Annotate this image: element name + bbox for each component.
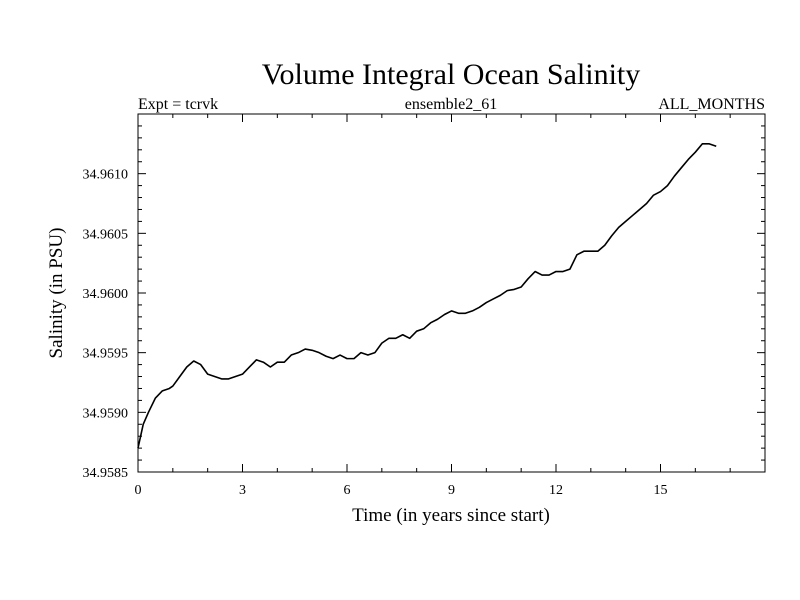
- y-tick-label: 34.9590: [83, 406, 129, 421]
- x-tick-label: 12: [549, 483, 563, 498]
- y-tick-label: 34.9600: [83, 287, 129, 302]
- subtitle-ensemble: ensemble2_61: [405, 96, 497, 113]
- x-tick-label: 9: [448, 483, 455, 498]
- axis-ticks: [137, 113, 766, 473]
- y-tick-label: 34.9605: [83, 227, 129, 242]
- y-tick-labels: 34.9585 34.9590 34.9595 34.9600 34.9605 34.96…: [83, 168, 129, 481]
- y-tick-label: 34.9610: [83, 168, 129, 183]
- x-tick-label: 6: [344, 483, 351, 498]
- x-tick-label: 3: [239, 483, 246, 498]
- subtitle-months: ALL_MONTHS: [658, 96, 765, 113]
- plot-frame: [137, 113, 766, 473]
- x-axis-label: Time (in years since start): [352, 505, 550, 526]
- y-tick-label: 34.9595: [83, 347, 129, 362]
- chart-title: Volume Integral Ocean Salinity: [262, 58, 641, 91]
- x-tick-label: 15: [654, 483, 668, 498]
- series-line: [137, 143, 717, 449]
- subtitle-experiment: Expt = tcrvk: [138, 96, 218, 113]
- y-tick-label: 34.9585: [83, 466, 129, 481]
- x-tick-labels: 0 3 6 9 12 15: [135, 483, 668, 498]
- x-tick-label: 0: [135, 483, 142, 498]
- y-axis-label: Salinity (in PSU): [46, 228, 67, 359]
